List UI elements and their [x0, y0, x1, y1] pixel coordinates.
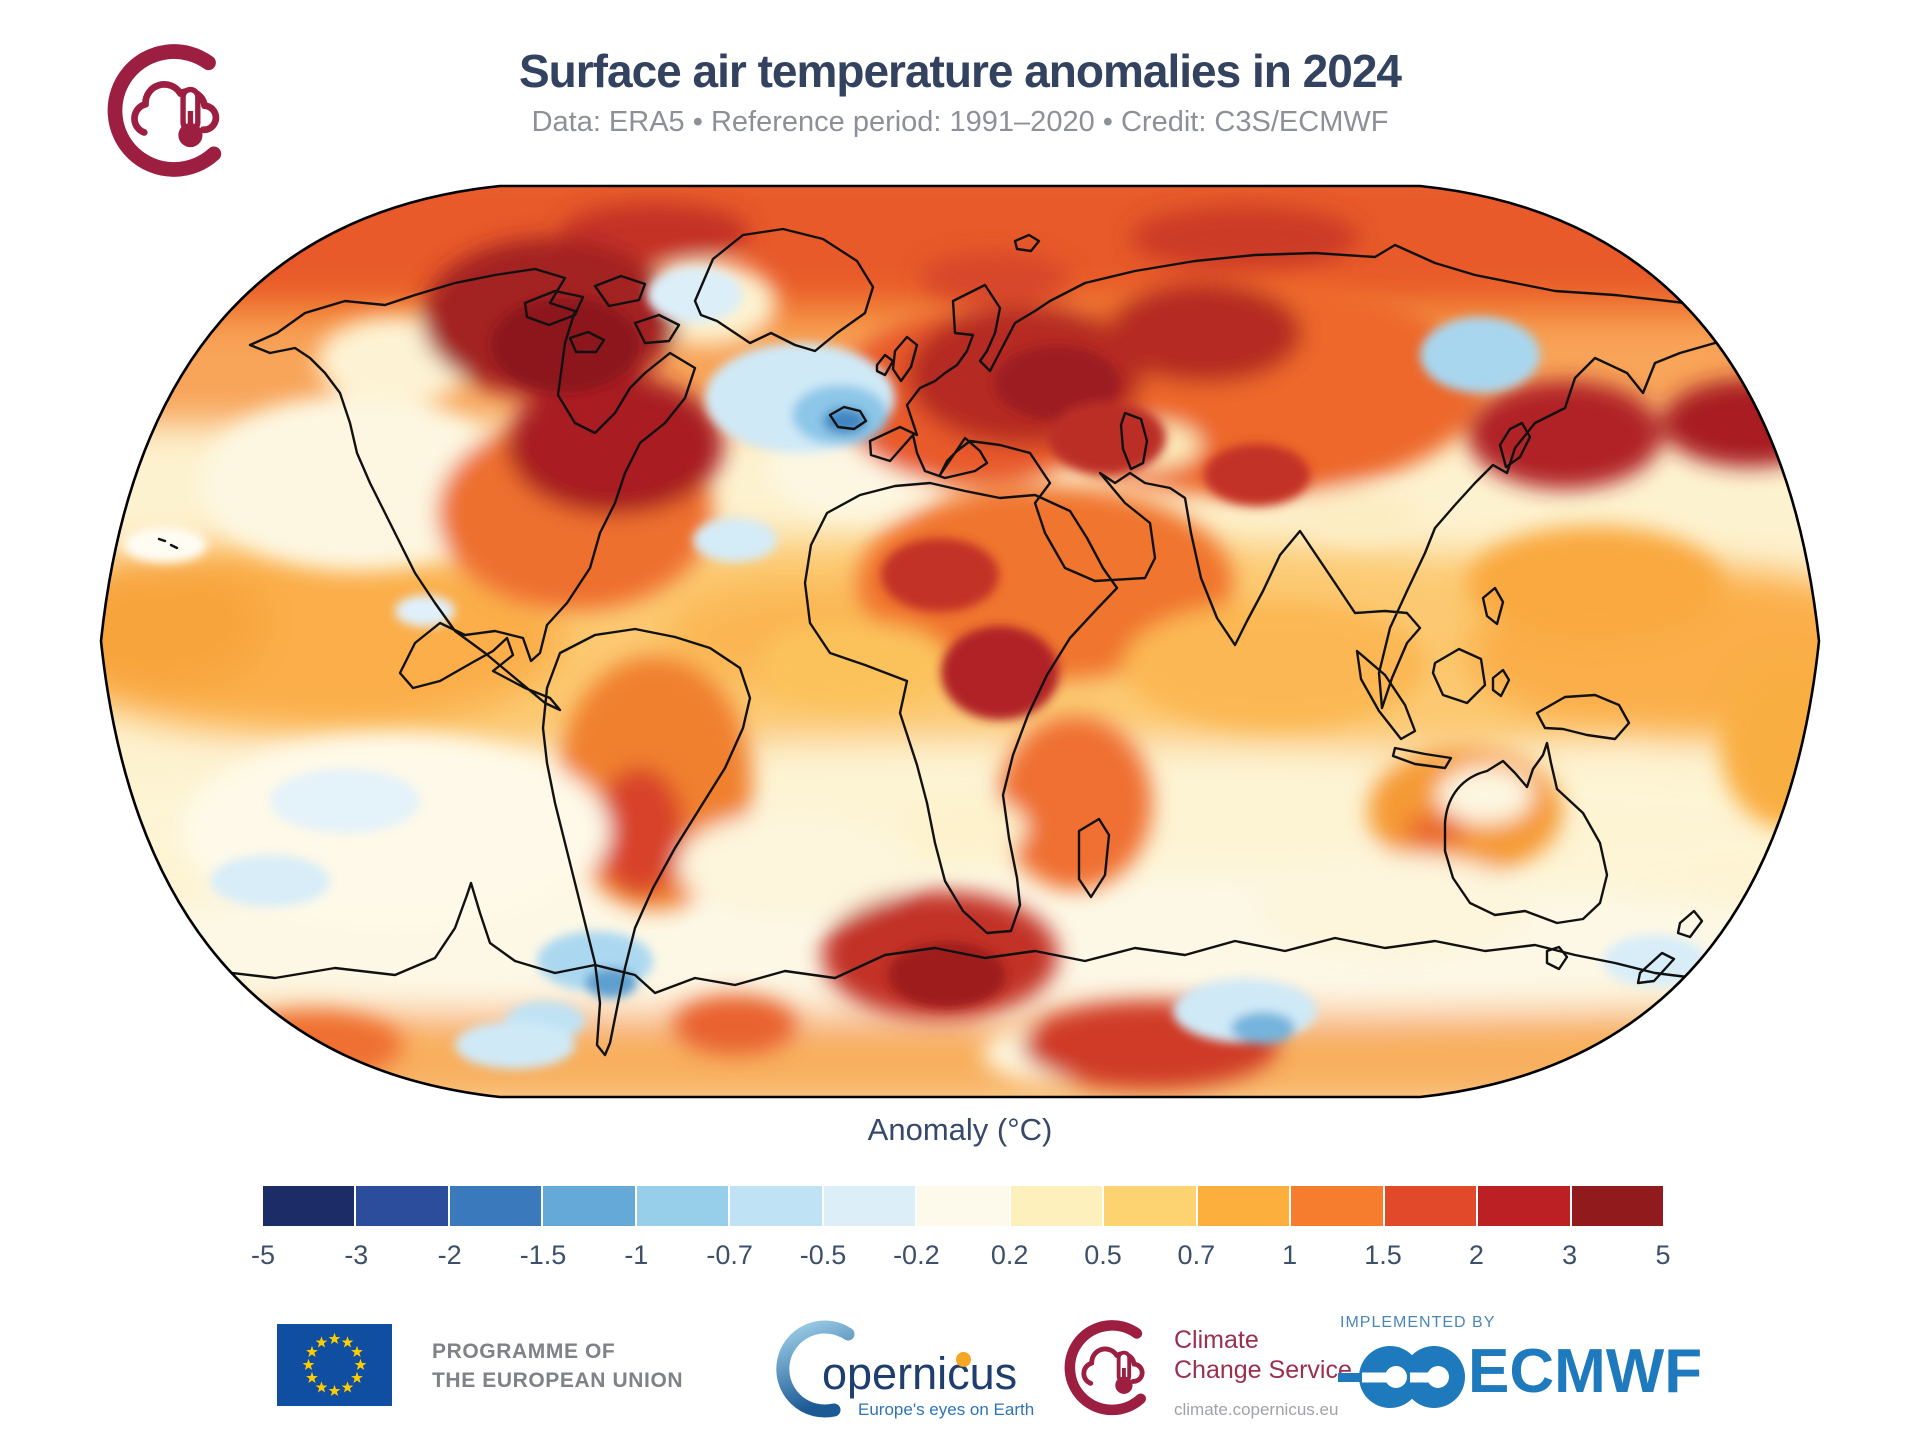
colorbar-ticks: -5 -3 -2 -1.5 -1 -0.7 -0.5 -0.2 0.2 0.5 0.7 1 1.5 2 3 5 [251, 1240, 1671, 1280]
eu-star-icon [354, 1358, 367, 1371]
map-outline [99, 184, 1821, 1099]
copernicus-orange-dot-icon [956, 1352, 971, 1367]
page-subtitle: Data: ERA5 • Reference period: 1991–2020… [531, 106, 1389, 138]
eu-star-icon [351, 1371, 363, 1384]
copernicus-wordmark: opernicus [822, 1348, 1018, 1399]
colorbar-swatch [543, 1186, 635, 1226]
colorbar-tick: -2 [437, 1240, 462, 1270]
eu-star-icon [341, 1336, 354, 1348]
ecmwf-logo: IMPLEMENTED BY ECMWF [1338, 1314, 1718, 1434]
colorbar-swatch [1571, 1186, 1664, 1226]
eu-star-icon [328, 1384, 341, 1397]
eu-star-icon [306, 1345, 318, 1358]
anomaly-field [101, 186, 1819, 1097]
ecmwf-wordmark: ECMWF [1468, 1337, 1703, 1406]
copernicus-logo: opernicus Europe's eyes on Earth [760, 1318, 1060, 1428]
colorbar-swatch [730, 1186, 822, 1226]
colorbar-tick: -0.2 [893, 1240, 940, 1270]
eu-star-icon [341, 1381, 354, 1393]
eu-star-icon [328, 1332, 341, 1345]
colorbar-swatch [1384, 1186, 1477, 1226]
colorbar-swatch [636, 1186, 729, 1226]
eu-programme-label: PROGRAMME OF THE EUROPEAN UNION [432, 1340, 684, 1392]
colorbar-label: Anomaly (°C) [867, 1112, 1053, 1147]
colorbar-tick: -3 [344, 1240, 369, 1270]
colorbar-swatch [1010, 1186, 1103, 1226]
colorbar-swatch [823, 1186, 916, 1226]
colorbar-tick: 3 [1562, 1240, 1578, 1270]
colorbar-tick: 5 [1655, 1240, 1671, 1270]
colorbar-tick: -1.5 [519, 1240, 567, 1270]
ecmwf-symbol-icon [1338, 1346, 1465, 1408]
eu-star-icon [315, 1381, 328, 1393]
colorbar-swatch [1291, 1186, 1383, 1226]
copernicus-crescent-icon [776, 1320, 855, 1418]
world-anomaly-map [95, 183, 1825, 1100]
ccs-label-line2: Change Service [1174, 1356, 1352, 1384]
coastlines [153, 227, 1767, 1057]
colorbar-swatch [917, 1186, 1009, 1226]
colorbar-swatch [263, 1186, 355, 1226]
eu-star-icon [302, 1358, 315, 1371]
eu-flag-stars [302, 1332, 367, 1397]
page-title: Surface air temperature anomalies in 202… [519, 45, 1402, 97]
colorbar-swatch [449, 1186, 542, 1226]
ccs-url: climate.copernicus.eu [1174, 1400, 1339, 1419]
colorbar-swatches [263, 1186, 1664, 1226]
colorbar-tick: -1 [624, 1240, 649, 1270]
colorbar-swatch [1104, 1186, 1196, 1226]
colorbar-swatch [356, 1186, 448, 1226]
copernicus-tagline: Europe's eyes on Earth [858, 1400, 1035, 1419]
eu-star-icon [306, 1371, 318, 1384]
colorbar-tick: 0.7 [1177, 1240, 1216, 1270]
colorbar-swatch [1478, 1186, 1570, 1226]
colorbar-tick: 0.2 [990, 1240, 1029, 1270]
colorbar-swatch [1197, 1186, 1290, 1226]
colorbar-tick: -0.7 [706, 1240, 753, 1270]
ccs-label-line1: Climate [1174, 1326, 1259, 1354]
climate-change-service-logo: Climate Change Service climate.copernicu… [1062, 1320, 1352, 1430]
ccs-cloud-thermometer-icon [1062, 1320, 1158, 1416]
colorbar-tick: 2 [1468, 1240, 1484, 1270]
colorbar-tick: 1.5 [1364, 1240, 1402, 1270]
eu-star-icon [351, 1345, 363, 1358]
eu-flag [277, 1324, 392, 1406]
colorbar-tick: -5 [250, 1240, 276, 1270]
colorbar-tick: -0.5 [799, 1240, 847, 1270]
colorbar-tick: 0.5 [1084, 1240, 1122, 1270]
implemented-by-label: IMPLEMENTED BY [1340, 1314, 1496, 1331]
eu-star-icon [315, 1336, 328, 1348]
colorbar-tick: 1 [1282, 1240, 1298, 1270]
